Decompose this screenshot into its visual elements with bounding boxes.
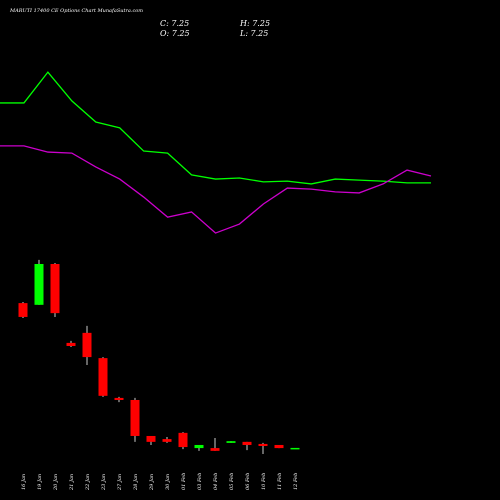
x-tick-label: 12 Feb	[293, 473, 299, 490]
candle-body	[130, 399, 140, 436]
candle-body	[226, 441, 236, 443]
close-label: C: 7.25	[160, 19, 189, 28]
x-tick-label: 10 Feb	[261, 473, 267, 490]
candle-body	[242, 441, 252, 445]
x-tick-label: 21 Jan	[69, 474, 75, 491]
x-tick-label: 16 Jan	[21, 474, 27, 490]
x-tick-label: 23 Jan	[101, 474, 107, 491]
candle-body	[290, 447, 300, 450]
x-tick-label: 19 Jan	[37, 474, 43, 490]
open-label: O: 7.25	[160, 29, 190, 38]
x-tick-label: 30 Jan	[165, 474, 171, 490]
candle-body	[34, 263, 44, 305]
candle-body	[18, 303, 28, 317]
x-tick-label: 01 Feb	[181, 473, 187, 490]
x-tick-label: 22 Jan	[85, 474, 91, 491]
candle-body	[178, 432, 188, 448]
x-tick-label: 27 Jan	[117, 474, 123, 491]
x-tick-label: 03 Feb	[197, 473, 203, 490]
candle-body	[50, 263, 60, 314]
x-tick-label: 04 Feb	[213, 473, 219, 490]
candle-body	[194, 444, 204, 449]
candle-body	[274, 444, 284, 449]
candle-body	[162, 439, 172, 442]
high-label: H: 7.25	[239, 19, 270, 28]
x-tick-label: 05 Feb	[229, 473, 235, 490]
candle-body	[146, 435, 156, 442]
candle-body	[98, 358, 108, 396]
candle-body	[82, 332, 92, 358]
ma-line	[0, 71, 431, 185]
candle-body	[258, 443, 268, 447]
x-tick-label: 11 Feb	[277, 473, 283, 490]
candle-body	[66, 342, 76, 347]
low-label: L: 7.25	[239, 29, 268, 38]
candle-body	[210, 448, 220, 451]
chart-title: MARUTI 17400 CE Options Chart MunafaSutr…	[9, 8, 143, 14]
ma-line	[0, 145, 432, 234]
x-tick-label: 29 Jan	[149, 474, 155, 491]
x-tick-label: 06 Feb	[245, 473, 251, 490]
x-tick-label: 20 Jan	[53, 474, 59, 491]
candle-body	[114, 397, 124, 400]
x-tick-label: 28 Jan	[133, 474, 139, 491]
